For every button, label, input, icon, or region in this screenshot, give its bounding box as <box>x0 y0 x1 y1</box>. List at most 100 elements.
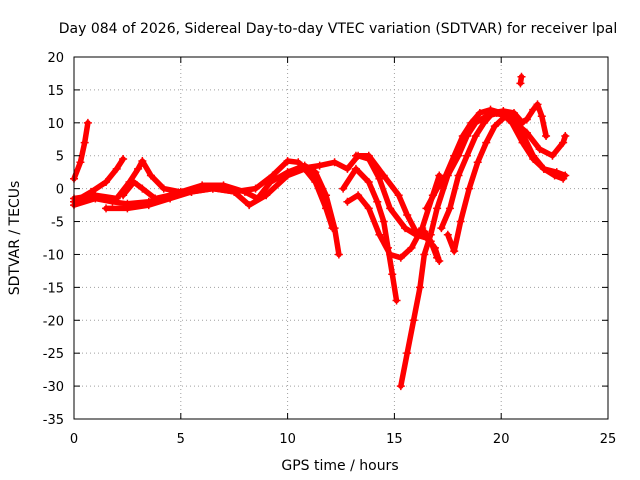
data-point <box>283 156 292 165</box>
x-axis-label: GPS time / hours <box>281 458 398 474</box>
data-series <box>70 72 570 391</box>
data-point <box>561 171 570 180</box>
data-point <box>535 145 544 154</box>
data-point <box>518 138 527 147</box>
x-tick-label: 25 <box>600 432 617 447</box>
data-point <box>375 230 384 239</box>
data-point <box>354 191 363 200</box>
data-point <box>422 204 431 213</box>
data-point <box>379 217 388 226</box>
data-point <box>208 184 217 193</box>
y-tick-label: -20 <box>43 314 64 329</box>
data-point <box>492 108 501 117</box>
data-point <box>482 138 491 147</box>
chart-title: Day 084 of 2026, Sidereal Day-to-day VTE… <box>59 21 617 37</box>
x-tick-label: 0 <box>70 432 78 447</box>
data-point <box>467 118 476 127</box>
y-tick-label: -25 <box>43 347 64 362</box>
data-point <box>420 227 429 236</box>
data-point <box>76 158 85 167</box>
data-point <box>83 118 92 127</box>
series-line <box>71 120 91 182</box>
data-point <box>364 151 373 160</box>
data-point <box>373 197 382 206</box>
data-point <box>144 201 153 210</box>
data-point <box>401 224 410 233</box>
data-point <box>123 204 132 213</box>
y-ticks: -35 -30 -25 -20 -15 -10 -5 0 5 10 15 20 <box>43 51 608 428</box>
data-point <box>542 131 551 140</box>
data-point <box>426 230 435 239</box>
data-point <box>322 204 331 213</box>
data-point <box>315 161 324 170</box>
data-point <box>539 164 548 173</box>
y-axis-label: SDTVAR / TECUs <box>7 181 23 296</box>
data-point <box>454 171 463 180</box>
data-point <box>245 201 254 210</box>
data-point <box>441 171 450 180</box>
series-track-6 <box>119 178 175 203</box>
data-point <box>522 115 531 124</box>
data-point <box>416 283 425 292</box>
data-point <box>134 164 143 173</box>
data-point <box>129 178 138 187</box>
data-point <box>456 217 465 226</box>
data-point <box>529 105 538 114</box>
data-point <box>266 178 275 187</box>
data-point <box>480 118 489 127</box>
data-point <box>445 204 454 213</box>
series-track-15 <box>492 108 570 160</box>
data-point <box>146 171 155 180</box>
data-point <box>561 131 570 140</box>
data-point <box>159 184 168 193</box>
data-point <box>230 187 239 196</box>
y-tick-label: 20 <box>47 51 64 66</box>
data-point <box>334 250 343 259</box>
data-point <box>187 187 196 196</box>
data-point <box>450 247 459 256</box>
data-point <box>490 122 499 131</box>
data-point <box>552 168 561 177</box>
data-point <box>394 191 403 200</box>
data-point <box>330 158 339 167</box>
data-point <box>166 191 175 200</box>
data-point <box>463 151 472 160</box>
data-point <box>375 174 384 183</box>
plot-frame <box>73 56 609 420</box>
data-point <box>517 72 526 81</box>
data-point <box>409 316 418 325</box>
data-point <box>507 115 516 124</box>
data-point <box>407 243 416 252</box>
data-point <box>433 253 442 262</box>
data-point <box>112 194 121 203</box>
series-track-9 <box>343 171 444 262</box>
data-point <box>351 151 360 160</box>
grid-lines <box>74 57 608 419</box>
data-point <box>396 382 405 391</box>
data-point <box>294 164 303 173</box>
data-point <box>529 155 538 164</box>
series-line <box>438 108 526 231</box>
data-point <box>437 224 446 233</box>
data-point <box>420 250 429 259</box>
series-track-5 <box>102 164 337 233</box>
data-point <box>392 296 401 305</box>
data-point <box>240 187 249 196</box>
data-point <box>516 79 525 88</box>
data-point <box>138 184 147 193</box>
y-tick-label: -15 <box>43 281 64 296</box>
data-point <box>311 168 320 177</box>
data-point <box>386 250 395 259</box>
data-point <box>351 164 360 173</box>
data-point <box>473 158 482 167</box>
data-point <box>465 184 474 193</box>
data-point <box>475 108 484 117</box>
data-point <box>548 151 557 160</box>
data-point <box>396 253 405 262</box>
data-point <box>522 128 531 137</box>
data-point <box>102 178 111 187</box>
data-point <box>537 112 546 121</box>
data-point <box>119 191 128 200</box>
series-track-16 <box>516 72 526 88</box>
y-tick-label: -35 <box>43 413 64 428</box>
